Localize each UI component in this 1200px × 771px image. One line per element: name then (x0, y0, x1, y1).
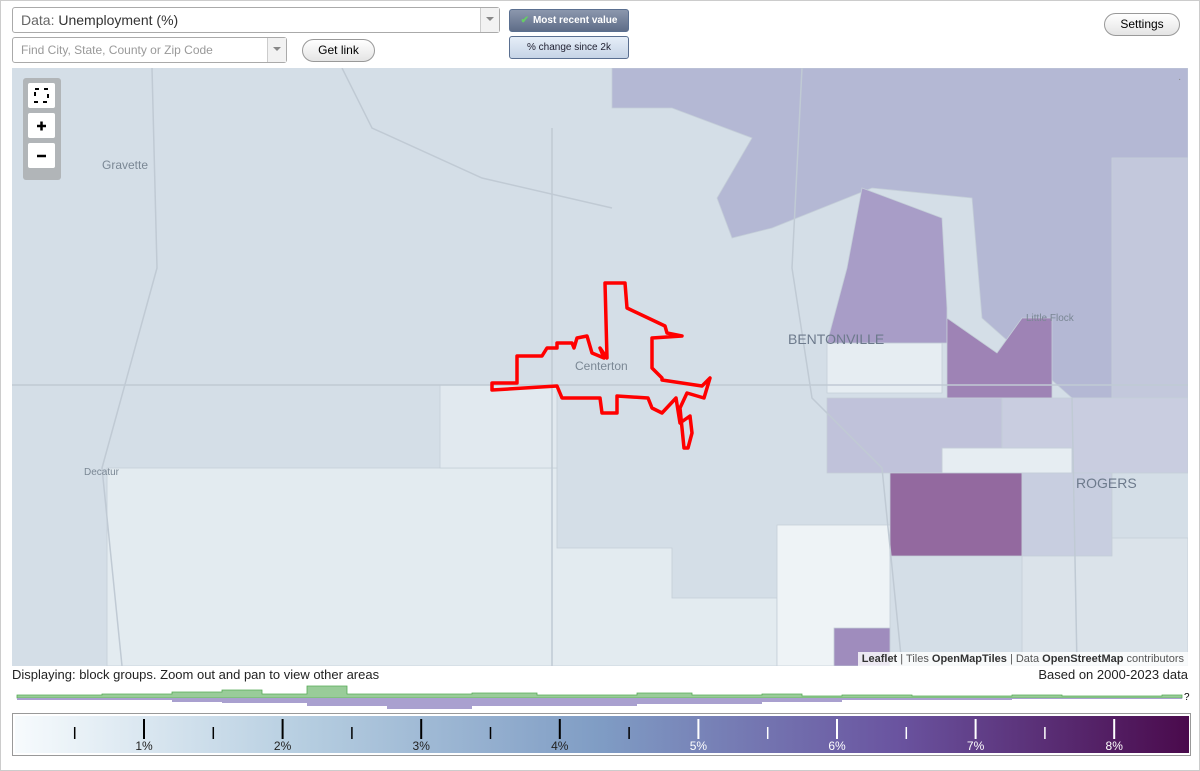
dropdown-arrow (480, 8, 499, 32)
search-placeholder: Find City, State, County or Zip Code (21, 43, 213, 57)
roads (12, 68, 1188, 666)
place-label: Decatur (84, 467, 120, 478)
place-label: BENTONVILLE (788, 331, 884, 347)
place-labels: Gravette Decatur Centerton BENTONVILLE L… (84, 158, 1137, 491)
legend: 1% 2% 3% 4% 5% 6% 7% 8% (12, 713, 1191, 756)
settings-button[interactable]: Settings (1104, 13, 1180, 36)
attribution-part[interactable]: Leaflet (861, 653, 898, 665)
legend-label: 6% (828, 739, 846, 753)
place-label: Centerton (575, 359, 628, 373)
region-fills (106, 68, 1188, 666)
place-label: Little Flock (1026, 313, 1075, 324)
attribution-part: contributors (1126, 653, 1184, 665)
histogram: ? (16, 685, 1190, 709)
search-box[interactable]: Find City, State, County or Zip Code (12, 37, 287, 63)
attribution-part: | Tiles (900, 653, 929, 665)
legend-label: 5% (690, 739, 708, 753)
most-recent-label: Most recent value (532, 15, 618, 26)
pct-change-toggle[interactable]: % change since 2k (509, 36, 629, 59)
legend-label: 1% (135, 739, 153, 753)
dropdown-arrow (267, 38, 286, 62)
legend-gradient (15, 716, 1189, 753)
legend-label: 3% (413, 739, 431, 753)
attribution: Leaflet | Tiles OpenMapTiles | Data Open… (857, 652, 1188, 666)
attribution-part[interactable]: OpenMapTiles (931, 653, 1007, 665)
data-years: Based on 2000-2023 data (1038, 667, 1188, 682)
legend-label: 7% (967, 739, 985, 753)
attribution-part: | Data (1009, 653, 1040, 665)
help-mark[interactable]: ? (1184, 692, 1190, 703)
get-link-button[interactable]: Get link (302, 39, 375, 62)
legend-label: 4% (551, 739, 569, 753)
fullscreen-button[interactable] (28, 83, 55, 108)
status-text: Displaying: block groups. Zoom out and p… (12, 667, 380, 682)
most-recent-toggle[interactable]: ✔ Most recent value (509, 9, 629, 32)
place-label: Gravette (102, 158, 148, 172)
dots: · (1178, 74, 1181, 85)
map[interactable]: Gravette Decatur Centerton BENTONVILLE L… (12, 68, 1188, 666)
selected-area-outline[interactable] (490, 281, 712, 450)
zoom-control (23, 78, 61, 180)
data-label: Data: (21, 12, 55, 28)
data-select[interactable]: Data: Unemployment (%) (12, 7, 500, 33)
attribution-part[interactable]: OpenStreetMap (1042, 653, 1124, 665)
legend-label: 8% (1106, 739, 1124, 753)
legend-label: 2% (274, 739, 292, 753)
place-label: ROGERS (1076, 475, 1137, 491)
data-value: Unemployment (%) (58, 12, 179, 28)
